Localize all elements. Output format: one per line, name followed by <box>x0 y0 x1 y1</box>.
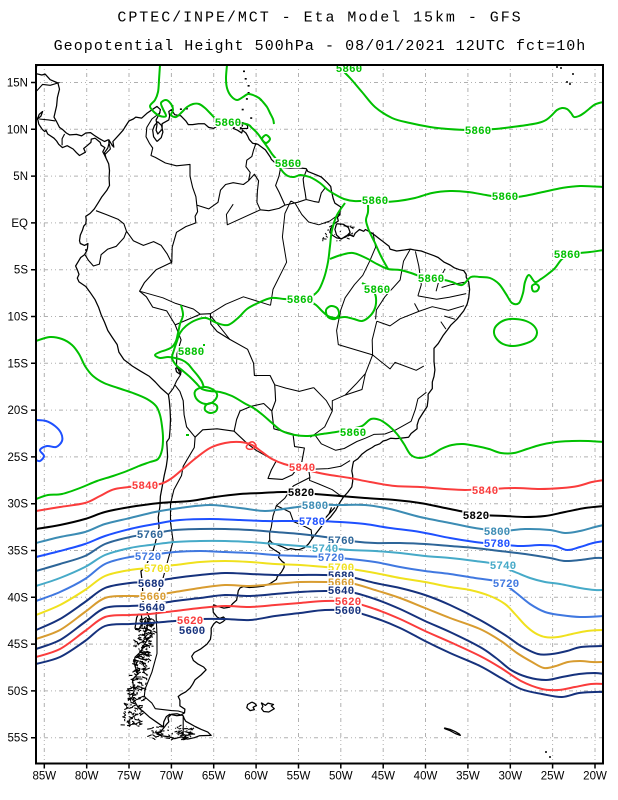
svg-text:15S: 15S <box>8 358 29 370</box>
svg-text:5880: 5880 <box>178 347 204 359</box>
svg-text:60W: 60W <box>244 771 268 783</box>
svg-text:55W: 55W <box>287 771 311 783</box>
svg-text:25W: 25W <box>541 771 565 783</box>
svg-text:5860: 5860 <box>465 126 491 138</box>
svg-text:5600: 5600 <box>179 626 205 638</box>
svg-text:5800: 5800 <box>302 501 328 513</box>
svg-text:Geopotential Height 500hPa - 0: Geopotential Height 500hPa - 08/01/2021 … <box>54 38 587 55</box>
svg-text:CPTEC/INPE/MCT - Eta Model 15: CPTEC/INPE/MCT - Eta Model 15km - GFS <box>117 10 522 27</box>
svg-text:5740: 5740 <box>490 561 516 573</box>
svg-text:5680: 5680 <box>138 579 164 591</box>
svg-text:5860: 5860 <box>215 118 241 130</box>
svg-text:50W: 50W <box>329 771 353 783</box>
svg-text:40W: 40W <box>414 771 438 783</box>
svg-text:80W: 80W <box>75 771 99 783</box>
svg-text:70W: 70W <box>160 771 184 783</box>
svg-text:5860: 5860 <box>492 192 518 204</box>
svg-text:5780: 5780 <box>299 517 325 529</box>
svg-text:10N: 10N <box>7 124 28 136</box>
svg-text:20S: 20S <box>8 405 29 417</box>
svg-text:5800: 5800 <box>484 527 510 539</box>
svg-text:5860: 5860 <box>340 428 366 440</box>
svg-text:5860: 5860 <box>364 285 390 297</box>
svg-text:5760: 5760 <box>137 530 163 542</box>
svg-text:5780: 5780 <box>484 539 510 551</box>
svg-text:15N: 15N <box>7 78 28 90</box>
svg-text:EQ: EQ <box>11 218 28 230</box>
svg-text:5N: 5N <box>13 171 28 183</box>
svg-text:5860: 5860 <box>336 64 362 76</box>
svg-text:5840: 5840 <box>289 463 315 475</box>
svg-text:35W: 35W <box>456 771 480 783</box>
svg-text:65W: 65W <box>202 771 226 783</box>
svg-text:5860: 5860 <box>287 295 313 307</box>
svg-text:30W: 30W <box>498 771 522 783</box>
svg-text:45W: 45W <box>371 771 395 783</box>
svg-text:5640: 5640 <box>328 586 354 598</box>
svg-text:85W: 85W <box>32 771 56 783</box>
svg-text:5600: 5600 <box>335 606 361 618</box>
svg-text:5S: 5S <box>14 265 28 277</box>
svg-text:5820: 5820 <box>463 511 489 523</box>
svg-text:5820: 5820 <box>288 488 314 500</box>
svg-text:5860: 5860 <box>275 159 301 171</box>
svg-text:50S: 50S <box>8 686 29 698</box>
svg-text:35S: 35S <box>8 546 29 558</box>
svg-text:5860: 5860 <box>418 274 444 286</box>
svg-text:10S: 10S <box>8 312 29 324</box>
svg-text:5860: 5860 <box>554 250 580 262</box>
svg-text:30S: 30S <box>8 499 29 511</box>
svg-text:5720: 5720 <box>135 552 161 564</box>
svg-text:55S: 55S <box>8 733 29 745</box>
svg-text:5720: 5720 <box>493 579 519 591</box>
svg-text:5660: 5660 <box>140 592 166 604</box>
svg-text:5840: 5840 <box>132 481 158 493</box>
svg-text:5700: 5700 <box>144 564 170 576</box>
svg-text:5840: 5840 <box>472 486 498 498</box>
svg-text:20W: 20W <box>583 771 607 783</box>
svg-text:5640: 5640 <box>139 603 165 615</box>
svg-text:25S: 25S <box>8 452 29 464</box>
svg-text:45S: 45S <box>8 639 29 651</box>
svg-text:5860: 5860 <box>362 196 388 208</box>
svg-text:40S: 40S <box>8 592 29 604</box>
svg-text:75W: 75W <box>117 771 141 783</box>
